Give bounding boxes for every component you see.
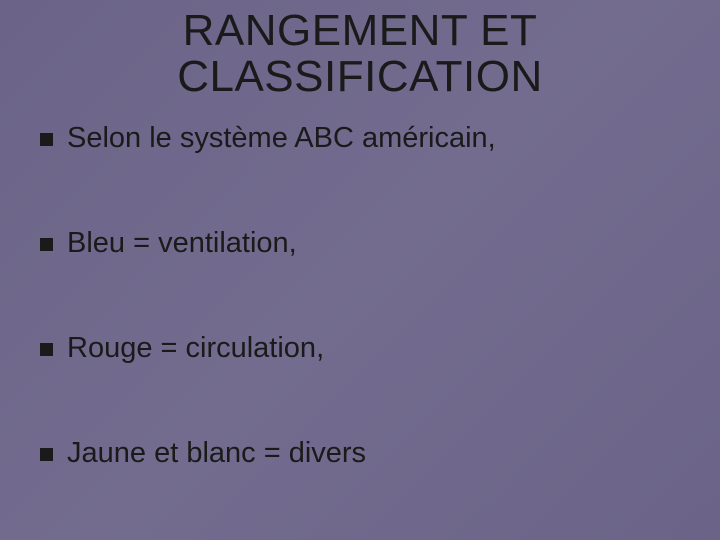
slide-content: Selon le système ABC américain, Bleu = v… [0, 110, 720, 470]
bullet-marker-icon [40, 343, 53, 356]
slide: RANGEMENT ET CLASSIFICATION Selon le sys… [0, 0, 720, 540]
bullet-text: Bleu = ventilation, [67, 227, 297, 260]
bullet-marker-icon [40, 133, 53, 146]
title-line-2: CLASSIFICATION [0, 54, 720, 100]
bullet-text: Selon le système ABC américain, [67, 122, 496, 155]
slide-title: RANGEMENT ET CLASSIFICATION [0, 0, 720, 110]
bullet-text: Jaune et blanc = divers [67, 437, 366, 470]
bullet-item: Selon le système ABC américain, [40, 122, 680, 155]
bullet-text: Rouge = circulation, [67, 332, 324, 365]
bullet-marker-icon [40, 448, 53, 461]
bullet-item: Rouge = circulation, [40, 332, 680, 365]
bullet-item: Jaune et blanc = divers [40, 437, 680, 470]
bullet-marker-icon [40, 238, 53, 251]
bullet-item: Bleu = ventilation, [40, 227, 680, 260]
title-line-1: RANGEMENT ET [0, 8, 720, 54]
